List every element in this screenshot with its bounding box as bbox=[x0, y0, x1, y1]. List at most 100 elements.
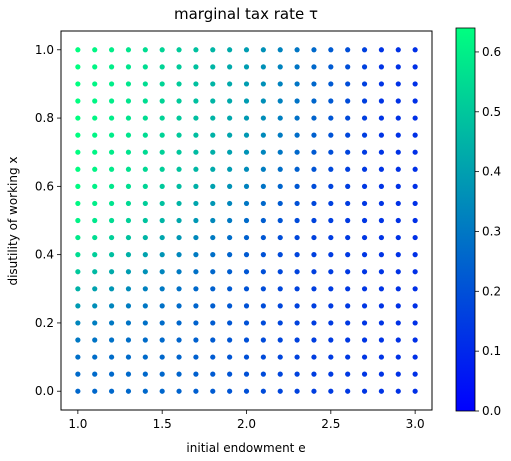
data-point bbox=[159, 217, 165, 224]
data-point bbox=[345, 354, 351, 360]
data-point bbox=[277, 149, 283, 155]
data-point bbox=[142, 200, 148, 207]
data-point bbox=[361, 64, 368, 70]
data-point bbox=[176, 98, 182, 104]
data-point bbox=[75, 354, 81, 360]
data-point bbox=[142, 81, 148, 87]
y-tick-label: 0.8 bbox=[35, 111, 54, 125]
data-point bbox=[159, 166, 165, 172]
data-point bbox=[227, 337, 233, 343]
data-point bbox=[75, 115, 81, 121]
data-point bbox=[361, 132, 368, 138]
data-point bbox=[395, 47, 401, 53]
data-point bbox=[328, 354, 334, 360]
data-point bbox=[412, 132, 418, 138]
data-point bbox=[395, 269, 401, 275]
data-point bbox=[92, 81, 98, 87]
data-point bbox=[142, 269, 148, 275]
data-point bbox=[210, 166, 216, 172]
data-point bbox=[142, 166, 148, 172]
data-point bbox=[125, 252, 132, 258]
data-point bbox=[328, 371, 334, 377]
data-point bbox=[243, 183, 250, 189]
data-point bbox=[176, 132, 182, 138]
data-point bbox=[345, 320, 351, 326]
data-point bbox=[311, 354, 317, 360]
data-point bbox=[311, 388, 317, 394]
data-point bbox=[176, 217, 182, 224]
data-point bbox=[75, 269, 81, 275]
data-point bbox=[328, 337, 334, 343]
data-point bbox=[210, 269, 216, 275]
data-point bbox=[227, 371, 233, 377]
data-point bbox=[412, 252, 418, 258]
data-point bbox=[328, 166, 334, 172]
data-point bbox=[210, 388, 216, 394]
data-point bbox=[159, 371, 165, 377]
data-point bbox=[210, 303, 216, 309]
data-point bbox=[75, 132, 81, 138]
data-point bbox=[142, 303, 148, 309]
data-point bbox=[75, 303, 81, 309]
data-point bbox=[243, 217, 250, 224]
data-point bbox=[311, 132, 317, 138]
data-point bbox=[210, 98, 216, 104]
data-point bbox=[108, 81, 115, 87]
data-point bbox=[210, 320, 216, 326]
data-point bbox=[361, 354, 368, 360]
data-point bbox=[210, 64, 216, 70]
data-point bbox=[210, 200, 216, 207]
data-point bbox=[328, 303, 334, 309]
x-tick-label: 1.0 bbox=[68, 417, 87, 431]
data-point bbox=[378, 47, 385, 53]
data-point bbox=[395, 98, 401, 104]
colorbar-tick-label: 0.0 bbox=[482, 404, 501, 418]
data-point bbox=[142, 286, 148, 292]
data-point bbox=[193, 115, 199, 121]
data-point bbox=[210, 183, 216, 189]
data-point bbox=[75, 388, 81, 394]
data-point bbox=[92, 303, 98, 309]
data-point bbox=[108, 337, 115, 343]
data-point bbox=[108, 200, 115, 207]
data-point bbox=[125, 81, 132, 87]
data-point bbox=[227, 115, 233, 121]
data-point bbox=[210, 286, 216, 292]
data-point bbox=[412, 303, 418, 309]
data-point bbox=[75, 371, 81, 377]
data-point bbox=[125, 320, 132, 326]
data-point bbox=[395, 183, 401, 189]
data-point bbox=[361, 115, 368, 121]
data-point bbox=[125, 337, 132, 343]
data-point bbox=[159, 47, 165, 53]
data-point bbox=[243, 252, 250, 258]
y-tick-label: 1.0 bbox=[35, 43, 54, 57]
data-point bbox=[345, 303, 351, 309]
data-point bbox=[210, 47, 216, 53]
data-point bbox=[328, 200, 334, 207]
data-point bbox=[294, 47, 300, 53]
data-point bbox=[92, 337, 98, 343]
data-point bbox=[294, 81, 300, 87]
data-point bbox=[260, 47, 266, 53]
data-point bbox=[260, 269, 266, 275]
data-point bbox=[92, 166, 98, 172]
data-point bbox=[395, 64, 401, 70]
data-point bbox=[260, 234, 266, 241]
data-point bbox=[92, 252, 98, 258]
data-point bbox=[345, 98, 351, 104]
data-point bbox=[210, 149, 216, 155]
data-point bbox=[311, 371, 317, 377]
data-point bbox=[361, 371, 368, 377]
data-point bbox=[294, 388, 300, 394]
data-point bbox=[260, 166, 266, 172]
data-point bbox=[260, 303, 266, 309]
data-point bbox=[361, 149, 368, 155]
data-point bbox=[176, 64, 182, 70]
data-point bbox=[277, 320, 283, 326]
data-point bbox=[227, 166, 233, 172]
data-point bbox=[361, 166, 368, 172]
data-point bbox=[193, 286, 199, 292]
data-point bbox=[412, 371, 418, 377]
y-tick-label: 0.6 bbox=[35, 179, 54, 193]
